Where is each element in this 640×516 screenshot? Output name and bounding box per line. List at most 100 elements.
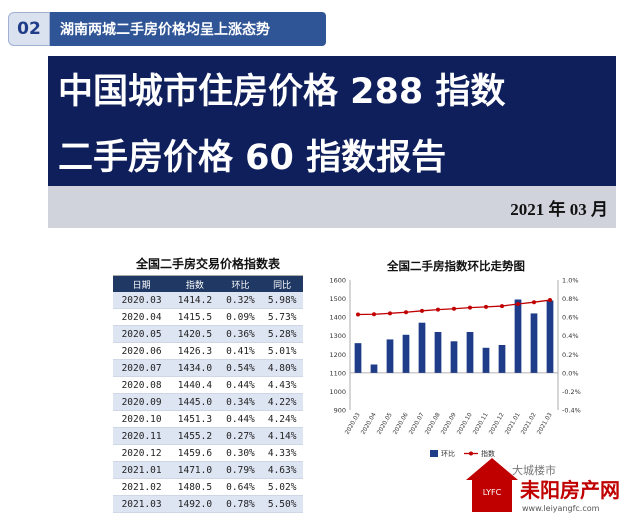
table-cell: 1492.0 — [170, 495, 220, 513]
left-tick-label: 1300 — [329, 332, 346, 340]
right-tick-label: 0.0% — [562, 369, 579, 377]
table-row: 2020.09 1445.0 0.34% 4.22% — [113, 393, 303, 411]
table-cell: 2020.08 — [113, 376, 171, 394]
bar-mom-2021.02 — [530, 313, 538, 373]
bar-mom-2020.04 — [370, 364, 378, 373]
x-tick-label: 2020.10 — [457, 412, 474, 436]
logo-brand: 耒阳房产网 — [520, 478, 620, 502]
right-tick-label: 0.8% — [562, 295, 579, 303]
left-tick-label: 1100 — [329, 369, 346, 377]
bar-mom-2020.11 — [482, 347, 490, 373]
table-cell: 0.78% — [219, 495, 262, 513]
table-cell: 1415.5 — [170, 308, 220, 326]
table-cell: 0.09% — [219, 308, 262, 326]
table-row: 2020.10 1451.3 0.44% 4.24% — [113, 410, 303, 428]
table-cell: 2020.03 — [113, 292, 171, 309]
x-tick-label: 2020.09 — [441, 412, 458, 436]
table-cell: 0.36% — [219, 325, 262, 343]
table-header-cell: 日期 — [113, 276, 171, 292]
section-number: 02 — [8, 12, 50, 46]
index-point-2021.02 — [532, 300, 536, 305]
bar-mom-2020.06 — [402, 334, 410, 373]
legend-swatch-mom — [430, 450, 438, 457]
table-row: 2021.02 1480.5 0.64% 5.02% — [113, 478, 303, 496]
x-tick-label: 2021.01 — [505, 412, 522, 436]
table-cell: 5.98% — [261, 292, 303, 309]
table-cell: 1426.3 — [170, 342, 220, 360]
table-cell: 2021.03 — [113, 495, 171, 513]
bar-mom-2021.03 — [546, 300, 554, 373]
table-cell: 0.34% — [219, 393, 262, 411]
table-cell: 2020.07 — [113, 359, 171, 377]
x-tick-label: 2020.04 — [361, 412, 378, 436]
x-tick-label: 2021.03 — [537, 412, 554, 436]
x-tick-label: 2021.02 — [521, 412, 538, 436]
banner-title-line1: 中国城市住房价格 288 指数 — [58, 72, 506, 112]
table-cell: 1459.6 — [170, 444, 220, 462]
mom-trend-chart: 全国二手房指数环比走势图 900 1000 1100 1200 1300 1400 1500… — [329, 259, 581, 458]
index-point-2020.06 — [404, 310, 408, 315]
table-cell: 5.28% — [261, 325, 303, 343]
chart-title: 全国二手房指数环比走势图 — [386, 259, 525, 273]
bar-mom-2021.01 — [514, 299, 522, 373]
section-header: 02 湖南两城二手房价格均呈上涨态势 — [8, 12, 326, 46]
x-tick-label: 2020.12 — [489, 412, 506, 436]
table-cell: 0.41% — [219, 342, 262, 360]
right-tick-label: -0.4% — [562, 407, 581, 415]
table-cell: 2021.01 — [113, 461, 171, 479]
chart-legend: 环比 指数 — [430, 449, 495, 458]
table-cell: 5.02% — [261, 478, 303, 496]
index-point-2020.03 — [356, 312, 360, 317]
table-row: 2020.12 1459.6 0.30% 4.33% — [113, 444, 303, 462]
table-cell: 1471.0 — [170, 461, 220, 479]
left-tick-label: 1500 — [329, 295, 346, 303]
x-tick-label: 2020.07 — [409, 412, 426, 436]
bar-mom-2020.05 — [386, 339, 394, 373]
right-tick-label: 0.2% — [562, 351, 579, 359]
bar-mom-2020.09 — [450, 341, 458, 373]
watermark-text: 大城楼市 — [512, 464, 556, 477]
table-cell: 1434.0 — [170, 359, 220, 377]
table-cell: 4.63% — [261, 461, 303, 479]
table-row: 2020.08 1440.4 0.44% 4.43% — [113, 376, 303, 394]
table-cell: 0.64% — [219, 478, 262, 496]
table-cell: 2020.04 — [113, 308, 171, 326]
bar-mom-2020.03 — [354, 343, 362, 373]
table-cell: 0.54% — [219, 359, 262, 377]
x-tick-label: 2020.11 — [473, 412, 490, 436]
table-cell: 4.43% — [261, 376, 303, 394]
table-row: 2021.03 1492.0 0.78% 5.50% — [113, 495, 303, 513]
table-cell: 5.50% — [261, 495, 303, 513]
table-cell: 0.32% — [219, 292, 262, 309]
bar-mom-2020.12 — [498, 345, 506, 373]
line-series — [356, 298, 552, 317]
table-cell: 5.01% — [261, 342, 303, 360]
index-point-2020.12 — [500, 304, 504, 309]
table-cell: 1445.0 — [170, 393, 220, 411]
index-point-2021.03 — [548, 298, 552, 303]
table-cell: 0.30% — [219, 444, 262, 462]
table-cell: 1420.5 — [170, 325, 220, 343]
table-cell: 0.44% — [219, 410, 262, 428]
x-tick-label: 2020.03 — [345, 412, 362, 436]
right-tick-label: -0.2% — [562, 388, 581, 396]
table-body: 2020.03 1414.2 0.32% 5.98% 2020.04 1415.5 0.09… — [113, 292, 303, 513]
table-cell: 1480.5 — [170, 478, 220, 496]
right-tick-label: 1.0% — [562, 277, 579, 285]
date-bar: 2021 年 03 月 — [48, 186, 616, 228]
table-cell: 2021.02 — [113, 478, 171, 496]
x-tick-label: 2020.08 — [425, 412, 442, 436]
table-cell: 4.33% — [261, 444, 303, 462]
right-tick-label: 0.4% — [562, 332, 579, 340]
table-row: 2020.06 1426.3 0.41% 5.01% — [113, 342, 303, 360]
report-date: 2021 年 03 月 — [510, 200, 608, 219]
index-point-2020.09 — [452, 306, 456, 311]
table-row: 2021.01 1471.0 0.79% 4.63% — [113, 461, 303, 479]
table-cell: 4.80% — [261, 359, 303, 377]
table-cell: 2020.11 — [113, 427, 171, 445]
table-cell: 2020.12 — [113, 444, 171, 462]
logo-url: www.leiyangfc.com — [522, 504, 600, 513]
table-row: 2020.05 1420.5 0.36% 5.28% — [113, 325, 303, 343]
table-cell: 2020.10 — [113, 410, 171, 428]
table-cell: 0.44% — [219, 376, 262, 394]
